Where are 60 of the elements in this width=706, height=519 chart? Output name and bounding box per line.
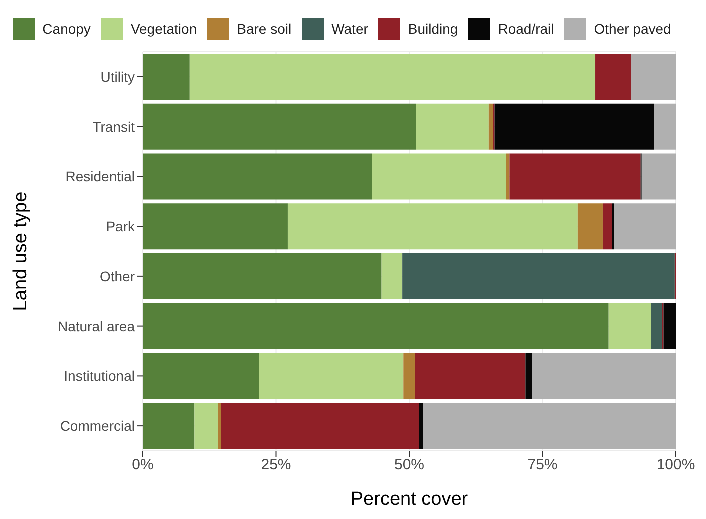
y-tick-label: Utility: [100, 68, 135, 85]
bar: [372, 154, 507, 200]
bar: [664, 303, 676, 350]
legend-label: Vegetation: [130, 20, 198, 39]
bar: [416, 104, 489, 150]
bar: [143, 403, 195, 450]
y-tick-label: Park: [106, 218, 136, 235]
bar: [608, 303, 652, 350]
bar: [404, 353, 416, 400]
bar: [143, 54, 190, 100]
legend-label: Canopy: [42, 20, 91, 39]
legend-label: Bare soil: [236, 20, 292, 39]
x-tick-label: 75%: [528, 456, 558, 474]
bar: [419, 403, 424, 450]
y-tick-label: Other: [100, 268, 136, 284]
bar: [526, 353, 532, 400]
bar: [506, 154, 510, 200]
bar: [602, 204, 612, 250]
legend-label: Water: [330, 20, 368, 39]
bar: [642, 154, 676, 200]
bar: [218, 403, 222, 450]
bar: [143, 353, 260, 400]
x-tick-label: 25%: [261, 456, 292, 474]
bar: [510, 154, 641, 200]
bar: [415, 353, 526, 400]
y-tick-label: Institutional: [64, 368, 135, 384]
legend-label: Other paved: [593, 20, 672, 39]
bar: [651, 303, 662, 350]
y-tick-label: Residential: [66, 168, 135, 185]
bar: [631, 54, 676, 100]
bar: [288, 204, 578, 250]
legend-label: Building: [407, 20, 458, 39]
bar: [143, 253, 382, 300]
bar: [654, 104, 676, 150]
bar: [143, 104, 416, 150]
y-tick-label: Transit: [92, 118, 136, 135]
y-tick-label: Commercial: [60, 418, 135, 434]
legend-label: Road/rail: [497, 20, 554, 39]
bar: [402, 253, 675, 300]
bar: [614, 204, 676, 250]
x-tick-label: 100%: [656, 456, 696, 474]
bar: [596, 54, 632, 100]
y-axis-title: Land use type: [10, 192, 32, 312]
x-tick-label: 0%: [132, 456, 154, 474]
bar: [143, 154, 372, 200]
bar: [194, 403, 218, 450]
bar: [488, 104, 494, 150]
bar: [190, 54, 596, 100]
bar: [221, 403, 420, 450]
bar: [532, 353, 676, 400]
x-tick-label: 50%: [394, 456, 425, 474]
bar: [382, 253, 403, 300]
bar: [143, 204, 288, 250]
x-axis-title: Percent cover: [350, 489, 469, 510]
bar: [423, 403, 676, 450]
bar: [143, 303, 609, 350]
bar: [578, 204, 603, 250]
bar: [259, 353, 404, 400]
bar: [494, 104, 654, 150]
y-tick-label: Natural area: [58, 318, 136, 334]
